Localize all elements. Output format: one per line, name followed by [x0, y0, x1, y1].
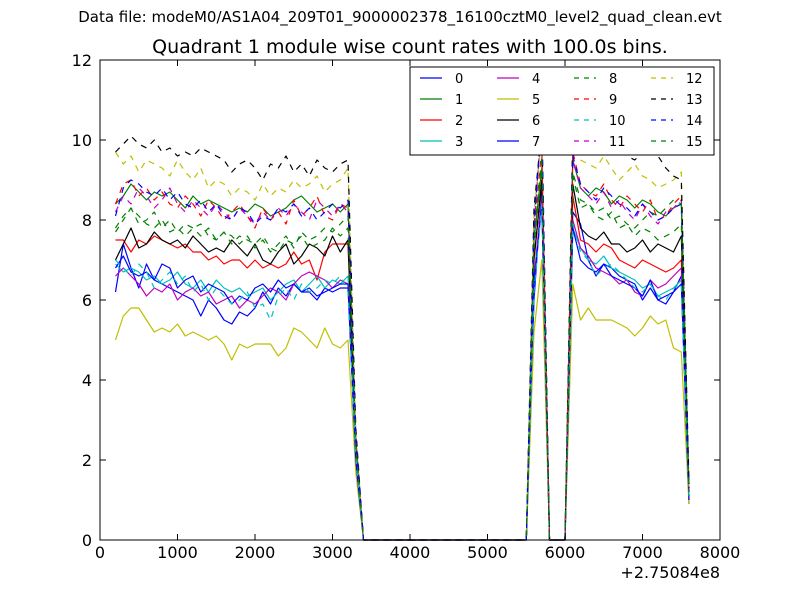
x-tick-label: 8000 — [700, 543, 741, 562]
legend-label-12: 12 — [686, 72, 703, 87]
legend-label-13: 13 — [686, 93, 703, 108]
series-line-4 — [116, 196, 690, 540]
legend-label-2: 2 — [455, 114, 463, 129]
y-tick-label: 6 — [82, 291, 92, 310]
series-line-1 — [116, 160, 690, 540]
legend-label-4: 4 — [532, 72, 540, 87]
legend-label-5: 5 — [532, 93, 540, 108]
x-tick-label: 7000 — [622, 543, 663, 562]
series-line-3 — [116, 200, 690, 540]
legend-label-7: 7 — [532, 135, 540, 150]
x-tick-label: 1000 — [157, 543, 198, 562]
legend-label-8: 8 — [609, 72, 617, 87]
series-line-5 — [116, 260, 690, 540]
series-line-7 — [116, 204, 690, 540]
legend-label-9: 9 — [609, 93, 617, 108]
y-tick-label: 8 — [82, 211, 92, 230]
series-line-9 — [116, 148, 690, 540]
series-line-2 — [116, 180, 690, 540]
series-line-14 — [116, 116, 690, 540]
series-line-8 — [116, 164, 690, 540]
chart-title: Quadrant 1 module wise count rates with … — [152, 36, 668, 58]
y-tick-label: 12 — [72, 51, 92, 70]
legend-label-11: 11 — [609, 135, 626, 150]
series-line-0 — [116, 188, 690, 540]
series-line-6 — [116, 180, 690, 540]
legend-label-1: 1 — [455, 93, 463, 108]
legend-label-15: 15 — [686, 135, 703, 150]
legend-label-3: 3 — [455, 135, 463, 150]
x-tick-label: 5000 — [467, 543, 508, 562]
x-tick-label: 3000 — [312, 543, 353, 562]
legend-label-10: 10 — [609, 114, 626, 129]
series-layer — [116, 116, 690, 540]
y-tick-label: 2 — [82, 451, 92, 470]
series-line-10 — [116, 204, 690, 540]
x-tick-label: 2000 — [235, 543, 276, 562]
x-tick-label: 0 — [95, 543, 105, 562]
legend-label-6: 6 — [532, 114, 540, 129]
legend-label-14: 14 — [686, 114, 703, 129]
y-tick-label: 10 — [72, 131, 92, 150]
x-tick-label: 6000 — [545, 543, 586, 562]
y-tick-label: 4 — [82, 371, 92, 390]
x-tick-label: 4000 — [390, 543, 431, 562]
y-tick-label: 0 — [82, 531, 92, 550]
legend-label-0: 0 — [455, 72, 463, 87]
series-line-12 — [116, 136, 690, 540]
series-line-11 — [116, 120, 690, 540]
x-axis-offset-label: +2.75084e8 — [620, 563, 720, 582]
